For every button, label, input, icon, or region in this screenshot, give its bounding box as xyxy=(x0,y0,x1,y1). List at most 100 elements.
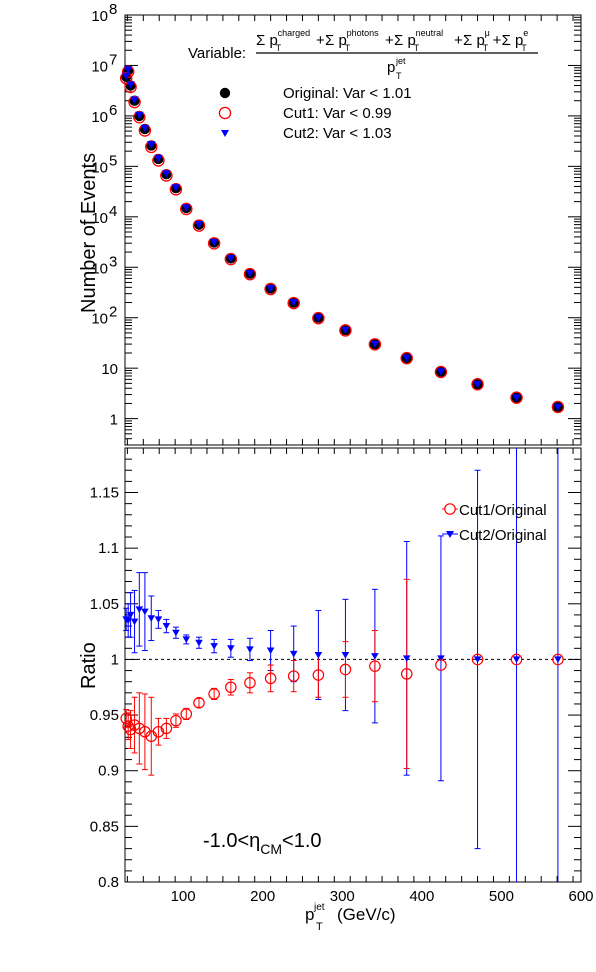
top-y-tick-label-base: 10 xyxy=(101,361,118,378)
cut1-ratio-point xyxy=(369,660,381,672)
x-axis-title: p jet T (GeV/c) xyxy=(305,902,396,933)
cut2-ratio-point xyxy=(341,651,350,659)
cut2-ratio-point xyxy=(554,656,562,664)
cut2-ratio-point xyxy=(512,656,521,664)
top-y-tick-label-base: 1 xyxy=(110,412,118,429)
cut2-point xyxy=(135,111,144,120)
legend-label: Cut1: Var < 0.99 xyxy=(283,105,392,122)
cut2-ratio-point xyxy=(182,636,191,644)
x-tick-label: 400 xyxy=(409,888,434,905)
cut2-point xyxy=(226,254,236,263)
cut2-ratio-point xyxy=(154,616,163,623)
cut1-point xyxy=(287,296,300,310)
cut1-point xyxy=(160,169,173,182)
svg-text:-1.0<ηCM<1.0: -1.0<ηCM<1.0 xyxy=(203,830,322,857)
cut1-point xyxy=(133,111,146,124)
bottom-y-tick-label: 1 xyxy=(111,651,119,668)
cut2-point xyxy=(209,238,219,247)
cut2-ratio-point xyxy=(266,647,275,655)
cut1-point xyxy=(192,219,206,232)
cut1-ratio-point xyxy=(287,670,300,682)
eta-annotation-sub: CM xyxy=(260,841,282,857)
bottom-y-tick-label: 0.8 xyxy=(98,874,119,891)
cut2-ratio-point xyxy=(147,615,156,622)
top-data-points xyxy=(119,65,565,414)
x-tick-label: 100 xyxy=(171,888,196,905)
top-y-axis-label: Number of Events xyxy=(78,153,100,313)
x-axis-title-sup: jet xyxy=(313,902,325,913)
formula-term-sub: T xyxy=(483,43,489,53)
cut2-point xyxy=(266,285,275,293)
formula-term: Σ p xyxy=(463,32,485,49)
bottom-y-tick-label: 1.05 xyxy=(90,596,119,613)
formula-den-sub: T xyxy=(396,71,402,81)
cut1-point xyxy=(368,338,382,351)
cut1-point xyxy=(152,154,165,167)
formula-den-base: p xyxy=(387,59,395,76)
top-y-tick-label-exp: 6 xyxy=(109,102,117,119)
cut2-point xyxy=(402,354,412,362)
top-y-tick-label-exp: 5 xyxy=(109,152,117,169)
x-tick-label: 300 xyxy=(330,888,355,905)
legend-label: Cut2: Var < 1.03 xyxy=(283,125,392,142)
formula-term: Σ p xyxy=(325,32,347,49)
cut2-point xyxy=(126,81,135,89)
eta-range-annotation: -1.0<ηCM<1.0 xyxy=(203,830,322,857)
formula-plus: + xyxy=(493,32,502,49)
top-y-tick-label-base: 10 xyxy=(91,210,108,227)
cut1-point xyxy=(471,377,484,391)
cut2-point xyxy=(130,96,139,104)
cut1-point xyxy=(339,324,352,337)
cut1-ratio-point xyxy=(264,672,277,685)
cut1-ratio-point xyxy=(552,653,564,666)
legend-marker-cut2 xyxy=(221,130,229,137)
formula-term-sub: T xyxy=(521,43,527,53)
legend-label: Cut2/Original xyxy=(459,527,547,544)
cut2-point xyxy=(146,141,156,149)
x-tick-label: 200 xyxy=(250,888,275,905)
bottom-y-axis-label: Ratio xyxy=(78,642,100,689)
top-legend: Original: Var < 1.01 Cut1: Var < 0.99 Cut2… xyxy=(218,85,412,142)
bottom-panel: 0.8 0.85 0.9 0.95 1 1.05 1.1 1.15 100 200 300 400 5… xyxy=(78,447,594,933)
cut1-ratio-point xyxy=(400,668,413,680)
cut1-ratio-point xyxy=(120,712,132,725)
legend-marker-ratio2 xyxy=(446,531,454,538)
cut2-ratio-point xyxy=(246,646,254,654)
cut2-ratio-point xyxy=(126,611,135,619)
formula-den-sup: jet xyxy=(395,56,406,66)
cut2-ratio-point xyxy=(371,653,379,660)
formula-plus: + xyxy=(385,32,394,49)
cut2-point xyxy=(171,184,181,192)
x-axis-title-base: p xyxy=(305,905,314,924)
top-plot-frame xyxy=(124,14,582,446)
cut2-point xyxy=(123,66,133,74)
cut2-point xyxy=(473,380,482,389)
formula-term: Σ p xyxy=(256,32,278,49)
cut2-point xyxy=(194,221,204,229)
x-axis-title-units: (GeV/c) xyxy=(337,905,396,924)
cut1-ratio-point xyxy=(139,725,151,738)
formula-term-sup: μ xyxy=(485,28,490,38)
top-axis-ticks xyxy=(125,14,581,446)
top-y-tick-label: 10 xyxy=(91,8,108,25)
bottom-y-tick-label: 1.1 xyxy=(98,540,119,557)
cut1-point xyxy=(434,365,448,379)
bottom-y-tick-label: 1.15 xyxy=(90,485,119,502)
top-y-tick-label-base: 10 xyxy=(91,8,108,25)
variable-prefix: Variable: xyxy=(188,45,246,62)
bottom-y-tick-label: 0.95 xyxy=(90,707,119,724)
cut2-point xyxy=(289,299,299,307)
x-axis-title-sub: T xyxy=(316,921,323,933)
formula-term-sup: neutral xyxy=(416,28,444,38)
bottom-plot-frame xyxy=(124,447,582,883)
top-y-tick-label-base: 10 xyxy=(91,159,108,176)
bottom-data-points xyxy=(120,448,564,882)
top-y-tick-label-exp: 3 xyxy=(109,253,117,270)
top-y-tick-label-base: 10 xyxy=(91,58,108,75)
formula-term: Σ p xyxy=(502,32,524,49)
